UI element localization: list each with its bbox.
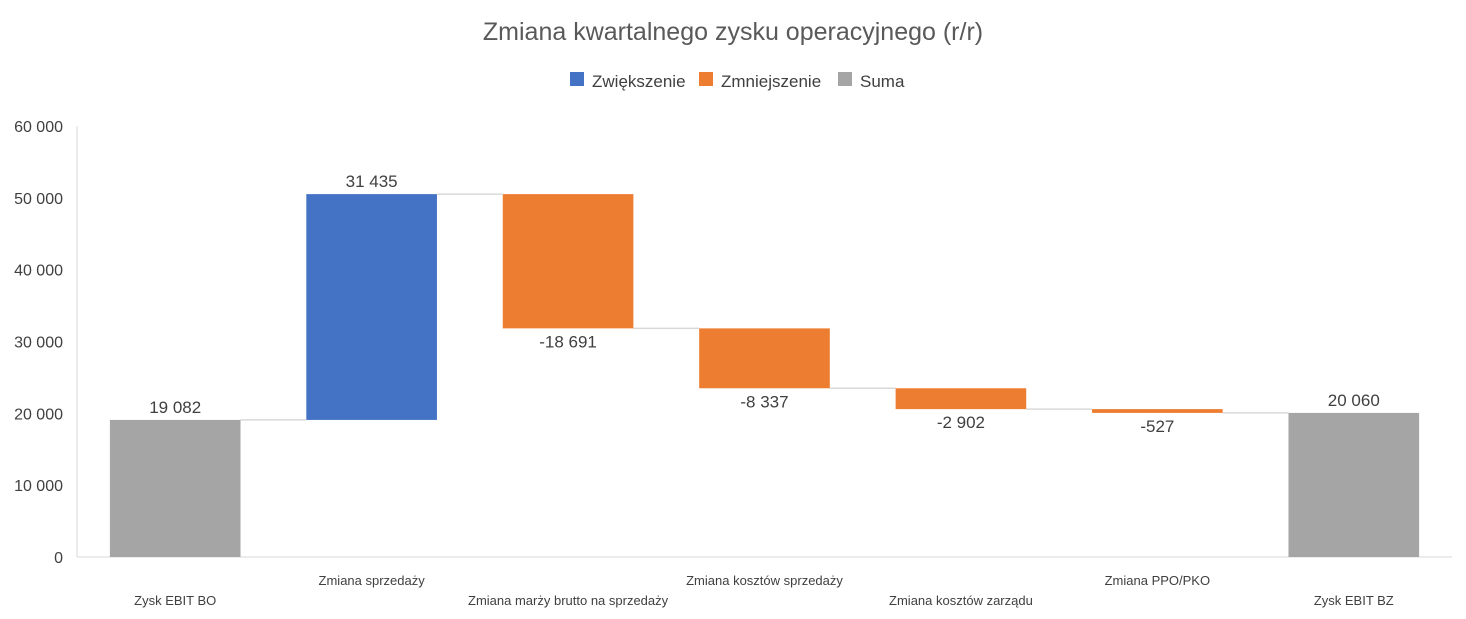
category-labels: Zysk EBIT BO Zmiana sprzedaży Zmiana marży… — [134, 573, 1394, 608]
category-label: Zmiana kosztów sprzedaży — [686, 573, 843, 588]
bar-decrease — [699, 328, 830, 389]
connector-lines — [240, 193, 1289, 421]
y-tick-label: 20 000 — [14, 406, 63, 423]
bar-total — [109, 419, 241, 557]
chart-title: Zmiana kwartalnego zysku operacyjnego (r… — [483, 18, 983, 46]
bar-decrease — [895, 388, 1027, 410]
data-label: 20 060 — [1328, 391, 1380, 410]
legend-swatch-increase — [570, 72, 584, 86]
category-label: Zysk EBIT BZ — [1314, 593, 1394, 608]
data-label: -2 902 — [937, 413, 985, 432]
bars — [109, 194, 1420, 557]
category-label: Zmiana PPO/PKO — [1105, 573, 1210, 588]
y-tick-label: 40 000 — [14, 263, 63, 280]
legend-label-total: Suma — [860, 72, 905, 91]
bar-increase — [306, 194, 437, 420]
bar-total — [1288, 412, 1420, 557]
legend-swatch-total — [838, 72, 852, 86]
y-tick-label: 60 000 — [14, 119, 63, 136]
data-label: 31 435 — [346, 172, 398, 191]
data-label: 19 082 — [149, 398, 201, 417]
category-label: Zmiana sprzedaży — [319, 573, 426, 588]
legend-swatch-decrease — [699, 72, 713, 86]
y-axis-ticks: 0 10 000 20 000 30 000 40 000 50 000 60 000 — [14, 119, 63, 567]
data-label: -527 — [1140, 417, 1174, 436]
bar-decrease — [502, 194, 634, 329]
legend-label-increase: Zwiększenie — [592, 72, 686, 91]
chart-legend: Zwiększenie Zmniejszenie Suma — [570, 72, 905, 91]
data-labels: 19 082 31 435 -18 691 -8 337 -2 902 -527 20 06… — [149, 172, 1380, 436]
data-label: -8 337 — [740, 392, 788, 411]
category-label: Zmiana kosztów zarządu — [889, 593, 1033, 608]
y-tick-label: 0 — [54, 550, 63, 567]
category-label: Zmiana marży brutto na sprzedaży — [468, 593, 669, 608]
y-tick-label: 10 000 — [14, 478, 63, 495]
legend-label-decrease: Zmniejszenie — [721, 72, 821, 91]
category-label: Zysk EBIT BO — [134, 593, 216, 608]
bar-decrease — [1092, 409, 1223, 413]
y-tick-label: 50 000 — [14, 191, 63, 208]
data-label: -18 691 — [539, 332, 597, 351]
y-tick-label: 30 000 — [14, 335, 63, 352]
